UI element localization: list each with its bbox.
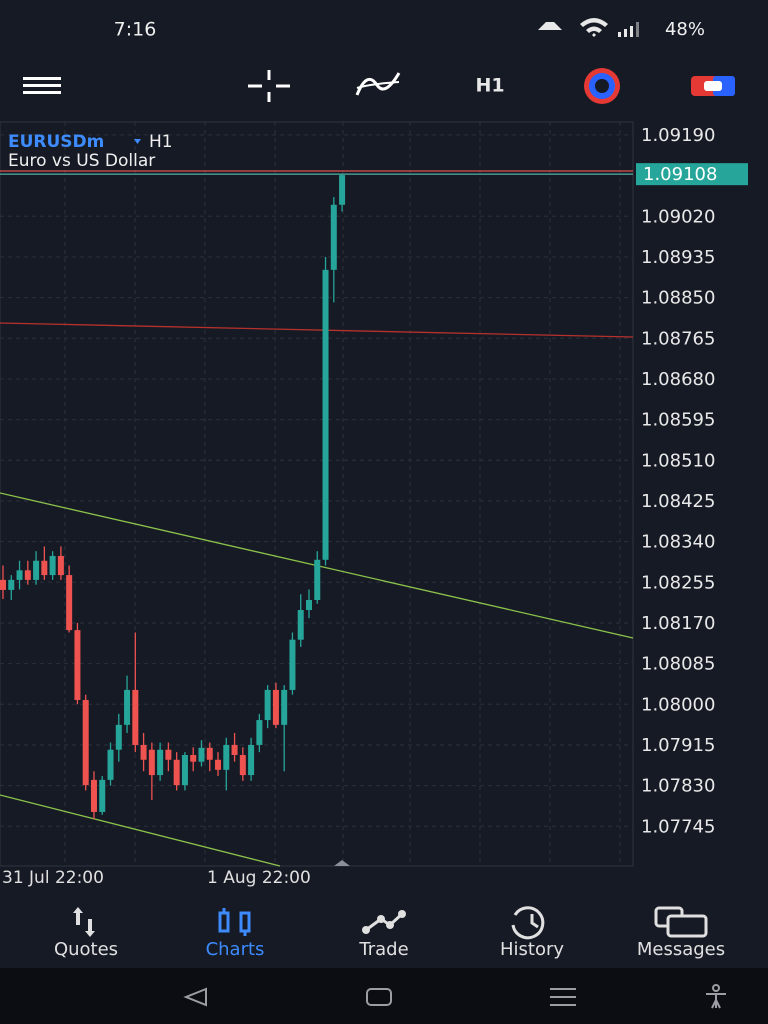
candle-body <box>140 744 147 760</box>
candle-body <box>330 204 337 270</box>
symbol-description: Euro vs US Dollar <box>8 151 155 171</box>
candle-body <box>181 754 188 786</box>
y-tick-label: 1.08680 <box>641 369 715 390</box>
candle-body <box>231 744 238 755</box>
x-tick-label: 1 Aug 22:00 <box>207 868 311 888</box>
nav-label[interactable]: Messages <box>637 939 725 960</box>
candle-body <box>248 744 255 776</box>
y-tick-label: 1.08850 <box>641 288 715 309</box>
candle-body <box>57 555 64 576</box>
candle-body <box>206 747 213 760</box>
candle-body <box>41 560 48 576</box>
nav-label[interactable]: History <box>500 939 564 960</box>
scroll-marker <box>334 860 350 866</box>
candle-body <box>215 759 222 770</box>
status-icons <box>538 18 639 37</box>
candle-body <box>239 754 246 776</box>
trend-lines <box>0 170 634 867</box>
y-tick-label: 1.07745 <box>641 816 715 837</box>
candle-body <box>49 555 56 576</box>
candle-body <box>8 579 15 590</box>
candle-body <box>339 175 346 205</box>
candle-body <box>157 749 164 776</box>
candle-body <box>297 610 304 640</box>
y-tick-label: 1.07830 <box>641 776 715 797</box>
candle-body <box>16 570 23 580</box>
candle-body <box>0 579 6 590</box>
clock: 7:16 <box>114 19 157 41</box>
candle-body <box>256 720 263 745</box>
candle-body <box>314 559 321 600</box>
symbol-dropdown[interactable] <box>134 139 141 144</box>
timeframe-button[interactable]: H1 <box>475 75 504 97</box>
candle-body <box>289 639 296 690</box>
crosshair-button[interactable] <box>248 70 290 102</box>
nav-history[interactable] <box>511 906 545 940</box>
candle-body <box>322 269 329 560</box>
battery: 48% <box>665 19 705 40</box>
nav-label[interactable]: Charts <box>206 939 265 960</box>
candle-body <box>198 747 205 762</box>
trade-button[interactable] <box>691 76 735 96</box>
y-tick-label: 1.08255 <box>641 572 715 593</box>
current-price: 1.09108 <box>643 164 717 185</box>
vertical-grid <box>64 122 621 866</box>
y-tick-label: 1.08340 <box>641 532 715 553</box>
candle-body <box>272 689 279 725</box>
y-tick-label: 1.08765 <box>641 328 715 349</box>
price-box <box>636 163 748 186</box>
nav-trade[interactable] <box>362 910 406 934</box>
system-buttons[interactable] <box>183 984 726 1009</box>
candle-body <box>264 689 271 721</box>
y-tick-label: 1.08170 <box>641 613 715 634</box>
nav-label[interactable]: Trade <box>358 939 408 960</box>
y-tick-label: 1.08595 <box>641 410 715 431</box>
y-tick-label: 1.07915 <box>641 735 715 756</box>
candle-body <box>165 749 172 760</box>
nav-messages[interactable] <box>654 906 708 938</box>
candle-body <box>173 759 180 786</box>
candle-body <box>190 754 197 762</box>
nav-quotes[interactable] <box>73 907 95 937</box>
candle-body <box>82 699 89 786</box>
objects-button[interactable] <box>584 68 620 104</box>
nav-label[interactable]: Quotes <box>54 939 118 960</box>
x-tick-label: 31 Jul 22:00 <box>2 868 104 888</box>
candle-body <box>223 744 230 770</box>
candle-body <box>281 689 288 725</box>
nav-charts[interactable] <box>218 908 251 936</box>
symbol[interactable]: EURUSDm <box>8 132 104 152</box>
menu-button[interactable] <box>23 77 61 94</box>
y-tick-label: 1.08000 <box>641 694 715 715</box>
indicators-button[interactable] <box>355 72 401 96</box>
candle-body <box>305 599 312 611</box>
y-tick-label: 1.09190 <box>641 125 715 146</box>
candle-body <box>124 689 131 725</box>
y-tick-label: 1.08510 <box>641 450 715 471</box>
candle-body <box>74 630 81 700</box>
candle-body <box>99 779 106 812</box>
candle-body <box>66 575 73 631</box>
chart-frame <box>0 121 634 867</box>
y-tick-label: 1.09020 <box>641 206 715 227</box>
chart-timeframe: H1 <box>149 132 173 152</box>
candle-body <box>33 560 40 580</box>
candle-body <box>90 779 97 812</box>
system-bar <box>0 968 768 1024</box>
y-tick-label: 1.08425 <box>641 491 715 512</box>
candle-body <box>24 570 31 580</box>
candle-body <box>148 749 155 776</box>
candle-body <box>115 724 122 750</box>
y-tick-label: 1.08935 <box>641 247 715 268</box>
candle-body <box>107 749 114 780</box>
y-tick-label: 1.08085 <box>641 654 715 675</box>
candle-body <box>132 689 139 745</box>
